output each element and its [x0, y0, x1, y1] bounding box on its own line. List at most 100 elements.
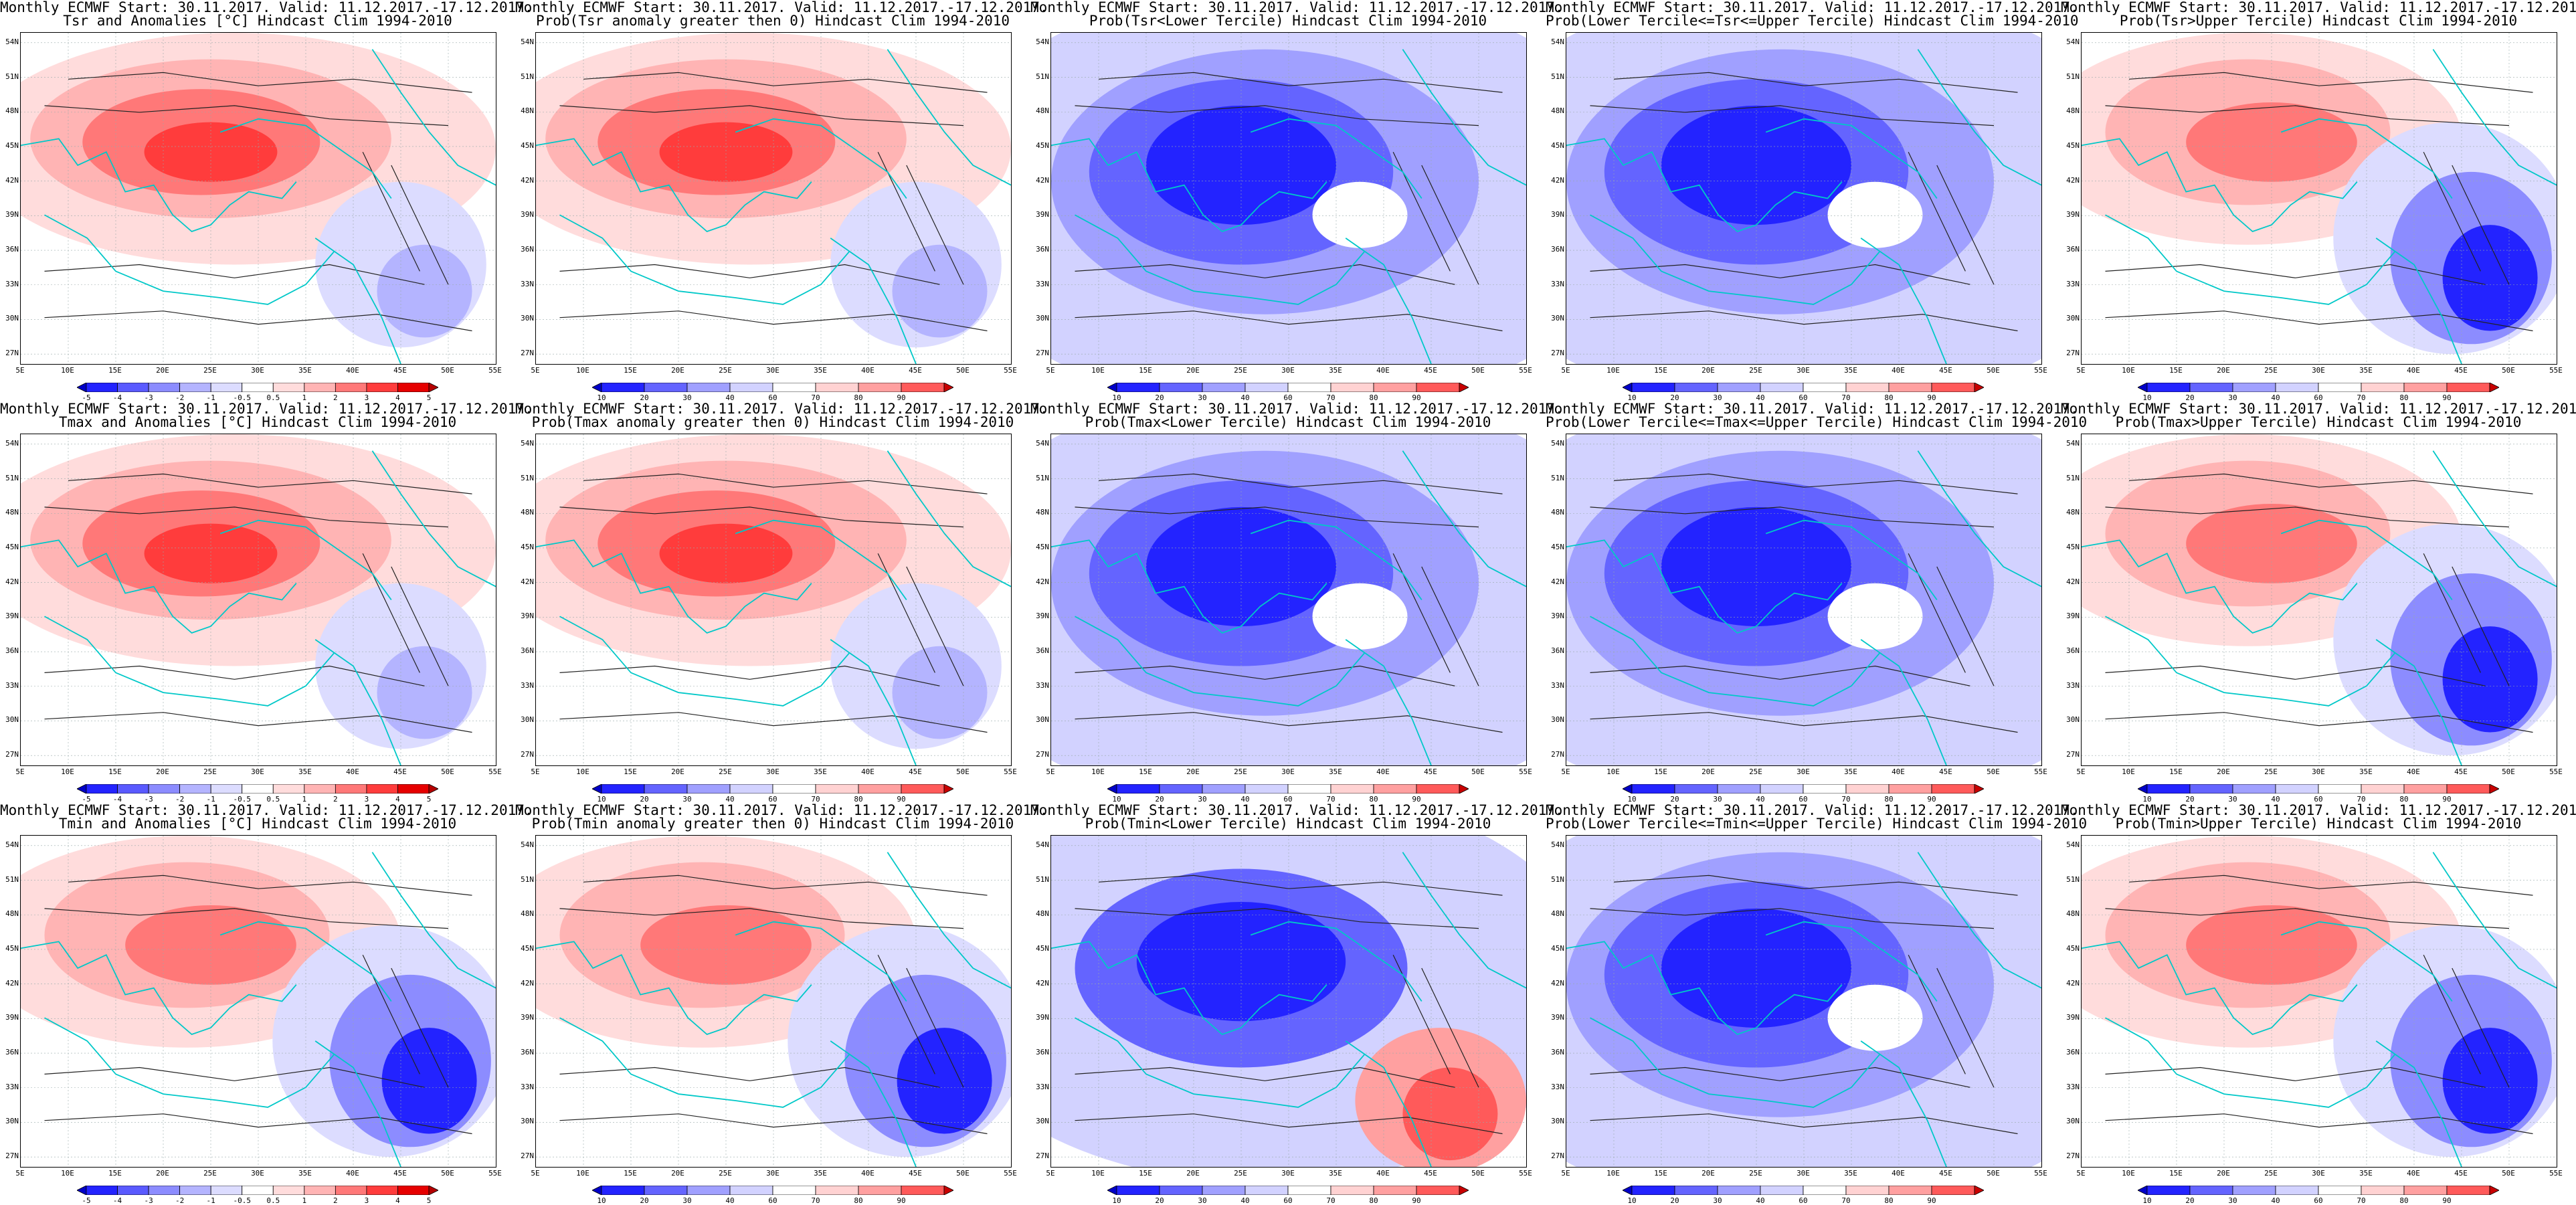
coastline	[830, 1040, 917, 1167]
lon-label: 55E	[2549, 366, 2563, 375]
lon-label: 35E	[1844, 767, 1857, 776]
lat-label: 39N	[2066, 210, 2080, 219]
lat-label: 45N	[1551, 141, 1564, 150]
colorbar-swatch	[1373, 1186, 1417, 1195]
lat-label: 27N	[1551, 1151, 1564, 1161]
colorbar-swatch	[601, 1186, 645, 1195]
contour-line	[1075, 712, 1503, 733]
colorbar-label: 90	[1927, 795, 1936, 804]
lon-label: 40E	[2407, 366, 2420, 375]
lat-label: 51N	[1036, 473, 1049, 482]
lat-label: 48N	[1551, 508, 1564, 517]
colorbar-swatch	[397, 383, 430, 392]
colorbar-label: 40	[2271, 393, 2280, 402]
lat-label: 36N	[5, 1048, 19, 1057]
coastline	[1590, 214, 1881, 305]
lon-label: 10E	[576, 1169, 589, 1178]
colorbar-label: 60	[2314, 795, 2323, 804]
lon-label: 10E	[576, 767, 589, 776]
lat-label: 39N	[2066, 1013, 2080, 1022]
coastline	[536, 941, 812, 1036]
colorbar-swatch	[1202, 1186, 1246, 1195]
lat-label: 30N	[2066, 314, 2080, 323]
shading-region	[640, 905, 812, 985]
contour-line	[2128, 473, 2533, 494]
map-svg	[2082, 33, 2557, 364]
lon-label: 30E	[1797, 366, 1810, 375]
colorbar-label: 90	[1927, 393, 1936, 402]
shading-region	[144, 523, 278, 583]
colorbar-swatch	[1416, 383, 1460, 392]
lat-label: 45N	[5, 542, 19, 551]
map-svg	[536, 33, 1011, 364]
coastline	[314, 639, 401, 765]
lon-label: 35E	[814, 1169, 827, 1178]
colorbar-label: 20	[1155, 1196, 1164, 1205]
forecast-map	[1050, 434, 1527, 766]
colorbar-swatch	[644, 1186, 688, 1195]
shading-region	[1827, 984, 1923, 1051]
contour-line	[559, 712, 988, 733]
coastline	[1345, 1040, 1432, 1167]
colorbar-label: 70	[1841, 1196, 1851, 1205]
contour-line	[1590, 712, 2018, 733]
lat-label: 33N	[5, 279, 19, 288]
lon-label: 30E	[1281, 1169, 1295, 1178]
colorbar-label: 0.5	[266, 393, 280, 402]
shading-region	[1312, 181, 1408, 248]
coastline	[1075, 214, 1366, 305]
panel-title-line2: Prob(Tsr anomaly greater then 0) Hindcas…	[535, 13, 1010, 29]
colorbar-swatch	[858, 784, 902, 794]
colorbar-swatch	[1287, 1186, 1331, 1195]
panel-row0-col3: Monthly ECMWF Start: 30.11.2017. Valid: …	[1546, 0, 2079, 402]
lon-label: 15E	[1139, 1169, 1152, 1178]
lon-label: 5E	[1561, 366, 1570, 375]
contour-line	[1590, 908, 1995, 929]
lon-label: 35E	[2359, 366, 2373, 375]
colorbar-swatch	[686, 784, 731, 794]
colorbar-label: 70	[1841, 393, 1851, 402]
lon-label: 40E	[1376, 1169, 1390, 1178]
lon-label: 30E	[251, 366, 264, 375]
contour-line	[583, 72, 988, 93]
lon-label: 35E	[1844, 366, 1857, 375]
colorbar-swatch	[1888, 383, 1932, 392]
map-svg	[1051, 434, 1526, 765]
colorbar-swatch	[1760, 784, 1804, 794]
colorbar-swatch	[644, 784, 688, 794]
colorbar-swatch	[1623, 383, 1633, 392]
colorbar-label: 1	[302, 795, 307, 804]
coastline	[219, 118, 392, 199]
lat-label: 33N	[1036, 279, 1049, 288]
lon-label: 15E	[1654, 366, 1667, 375]
lat-label: 36N	[521, 245, 534, 254]
coastline	[2105, 616, 2396, 707]
colorbar-label: 80	[1369, 393, 1378, 402]
lon-label: 5E	[15, 767, 25, 776]
lat-label: 33N	[2066, 680, 2080, 690]
lon-label: 40E	[1376, 366, 1390, 375]
lon-label: 50E	[956, 366, 970, 375]
lon-label: 55E	[1004, 1169, 1017, 1178]
contour-line	[1590, 310, 2018, 332]
lon-label: 45E	[909, 767, 922, 776]
colorbar-label: 60	[2314, 393, 2323, 402]
colorbar-swatch	[2361, 1186, 2405, 1195]
colorbar-label: 10	[1112, 795, 1121, 804]
lon-label: 50E	[2502, 1169, 2515, 1178]
colorbar-label: 70	[1326, 795, 1336, 804]
colorbar-swatch	[1803, 1186, 1847, 1195]
lat-label: 42N	[521, 577, 534, 586]
coastline	[21, 539, 297, 634]
colorbar-label: 80	[1884, 393, 1894, 402]
contour-line	[583, 473, 988, 494]
lat-label: 33N	[5, 1082, 19, 1091]
colorbar-label: 20	[2185, 1196, 2195, 1205]
lat-label: 36N	[521, 1048, 534, 1057]
lon-label: 25E	[2264, 767, 2278, 776]
colorbar-swatch	[179, 383, 211, 392]
colorbar-swatch	[1888, 784, 1932, 794]
forecast-map	[535, 434, 1012, 766]
contour-line	[559, 264, 940, 285]
panel-title-line1: Monthly ECMWF Start: 30.11.2017. Valid: …	[515, 802, 1048, 818]
